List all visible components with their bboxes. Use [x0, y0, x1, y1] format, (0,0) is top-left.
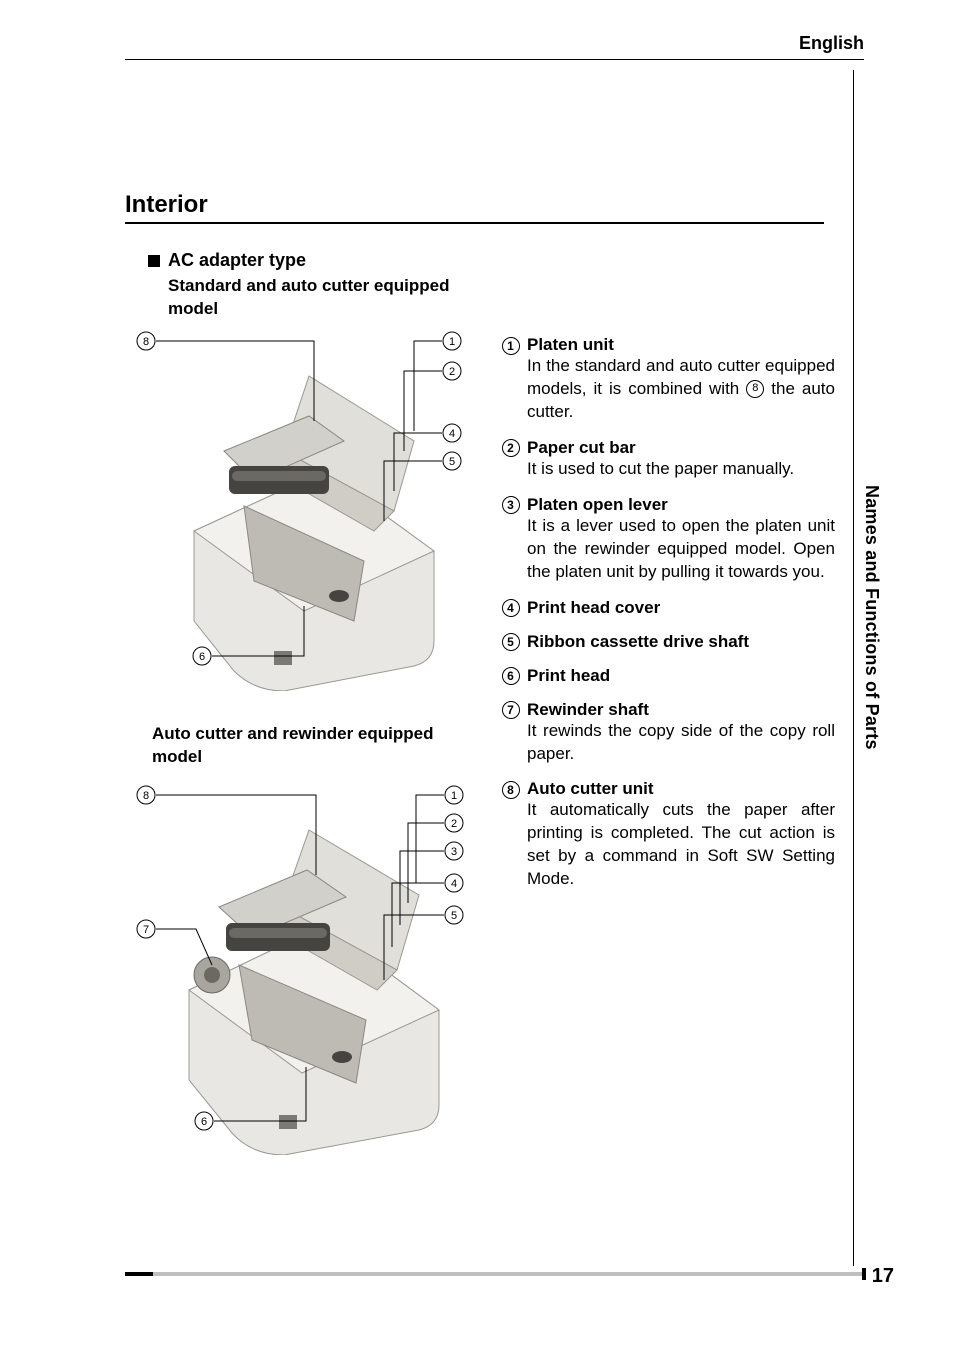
callout-b-1: 1 [451, 790, 457, 802]
legend-title-8: Auto cutter unit [527, 779, 654, 799]
callout-b-3: 3 [451, 846, 457, 858]
legend-item-7: 7 Rewinder shaft It rewinds the copy side… [500, 700, 835, 766]
figure-a-caption: Standard and auto cutter equipped model [168, 275, 468, 321]
callout-b-7: 7 [143, 924, 149, 936]
legend-title-7: Rewinder shaft [527, 700, 649, 720]
header-rule [125, 59, 864, 60]
legend-item-5: 5 Ribbon cassette drive shaft [500, 632, 835, 652]
figure-b-caption: Auto cutter and rewinder equipped model [152, 723, 468, 769]
callout-a-5: 5 [449, 456, 455, 468]
figure-a: 8 1 2 4 5 6 [134, 321, 454, 691]
legend-item-8: 8 Auto cutter unit It automatically cuts … [500, 779, 835, 891]
footer-tick [862, 1268, 866, 1280]
side-tab-label: Names and Functions of Parts [861, 485, 882, 750]
legend-body-3: It is a lever used to open the platen un… [527, 515, 835, 584]
header-language: English [799, 33, 864, 54]
bullet-square-icon [148, 255, 160, 267]
legend-body-1: In the standard and auto cutter equipped… [527, 355, 835, 424]
legend-body-7: It rewinds the copy side of the copy rol… [527, 720, 835, 766]
printer-illustration-a [194, 376, 434, 691]
subsection-heading: AC adapter type [148, 250, 468, 271]
legend-item-2: 2 Paper cut bar It is used to cut the pap… [500, 438, 835, 481]
legend-item-1: 1 Platen unit In the standard and auto cu… [500, 335, 835, 424]
circled-3-icon: 3 [502, 496, 520, 514]
legend-column: 1 Platen unit In the standard and auto cu… [500, 335, 835, 905]
callout-a-6: 6 [199, 651, 205, 663]
circled-4-icon: 4 [502, 599, 520, 617]
callout-b-5: 5 [451, 910, 457, 922]
printer-illustration-b [189, 830, 439, 1155]
section-rule [125, 222, 824, 224]
legend-item-3: 3 Platen open lever It is a lever used to… [500, 495, 835, 584]
legend-item-6: 6 Print head [500, 666, 835, 686]
callout-b-6: 6 [201, 1116, 207, 1128]
circled-8-icon: 8 [502, 781, 520, 799]
circled-7-icon: 7 [502, 701, 520, 719]
left-column: AC adapter type Standard and auto cutter… [148, 250, 468, 1155]
legend-title-4: Print head cover [527, 598, 660, 618]
circled-5-icon: 5 [502, 633, 520, 651]
callout-a-1: 1 [449, 336, 455, 348]
callout-b-4: 4 [451, 878, 457, 890]
legend-title-1: Platen unit [527, 335, 614, 355]
callout-a-8: 8 [143, 336, 149, 348]
content-right-rule [853, 70, 854, 1266]
legend-item-4: 4 Print head cover [500, 598, 835, 618]
legend-body-2: It is used to cut the paper manually. [527, 458, 835, 481]
circled-6-icon: 6 [502, 667, 520, 685]
legend-body-8: It automatically cuts the paper after pr… [527, 799, 835, 891]
callout-b-2: 2 [451, 818, 457, 830]
figure-b: 8 1 2 3 4 5 7 6 [134, 775, 454, 1155]
section-title: Interior [125, 191, 208, 219]
page-number: 17 [872, 1265, 894, 1288]
legend-title-5: Ribbon cassette drive shaft [527, 632, 749, 652]
callout-a-4: 4 [449, 428, 455, 440]
footer-bar [125, 1272, 866, 1276]
subsection-heading-text: AC adapter type [168, 250, 306, 270]
callout-b-8: 8 [143, 790, 149, 802]
callout-a-2: 2 [449, 366, 455, 378]
legend-title-6: Print head [527, 666, 610, 686]
circled-2-icon: 2 [502, 439, 520, 457]
legend-title-3: Platen open lever [527, 495, 668, 515]
legend-title-2: Paper cut bar [527, 438, 636, 458]
circled-1-icon: 1 [502, 337, 520, 355]
